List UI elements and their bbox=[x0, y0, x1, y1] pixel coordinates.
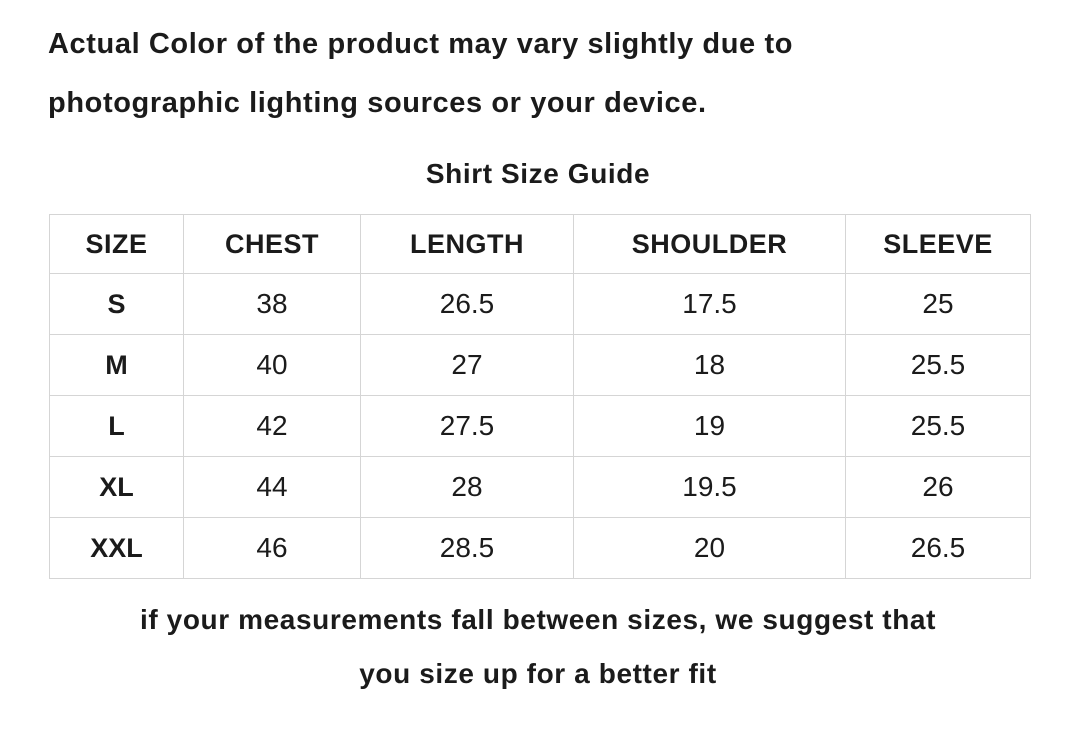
column-header-sleeve: SLEEVE bbox=[845, 214, 1031, 274]
table-row-s: S 38 26.5 17.5 25 bbox=[49, 273, 1031, 335]
sizing-advice: if your measurements fall between sizes,… bbox=[0, 593, 1076, 701]
size-cell: M bbox=[49, 334, 184, 396]
chest-cell: 44 bbox=[183, 456, 361, 518]
header-row: SIZE CHEST LENGTH SHOULDER SLEEVE bbox=[49, 214, 1031, 274]
shoulder-cell: 20 bbox=[573, 517, 846, 579]
table-row-xxl: XXL 46 28.5 20 26.5 bbox=[49, 517, 1031, 579]
table-row-m: M 40 27 18 25.5 bbox=[49, 334, 1031, 396]
length-cell: 28 bbox=[360, 456, 574, 518]
size-cell: XXL bbox=[49, 517, 184, 579]
size-cell: L bbox=[49, 395, 184, 457]
length-cell: 26.5 bbox=[360, 273, 574, 335]
shoulder-cell: 19 bbox=[573, 395, 846, 457]
sleeve-cell: 25 bbox=[845, 273, 1031, 335]
color-disclaimer-line2: photographic lighting sources or your de… bbox=[48, 87, 707, 119]
shoulder-cell: 17.5 bbox=[573, 273, 846, 335]
size-cell: XL bbox=[49, 456, 184, 518]
chest-cell: 42 bbox=[183, 395, 361, 457]
chest-cell: 38 bbox=[183, 273, 361, 335]
table-row-l: L 42 27.5 19 25.5 bbox=[49, 395, 1031, 457]
column-header-length: LENGTH bbox=[360, 214, 574, 274]
shoulder-cell: 19.5 bbox=[573, 456, 846, 518]
column-header-chest: CHEST bbox=[183, 214, 361, 274]
sleeve-cell: 25.5 bbox=[845, 395, 1031, 457]
sleeve-cell: 26.5 bbox=[845, 517, 1031, 579]
column-header-shoulder: SHOULDER bbox=[573, 214, 846, 274]
size-cell: S bbox=[49, 273, 184, 335]
size-guide-table: SIZE CHEST LENGTH SHOULDER SLEEVE S 38 2… bbox=[49, 214, 1031, 579]
sizing-advice-line1: if your measurements fall between sizes,… bbox=[139, 604, 937, 635]
table-row-xl: XL 44 28 19.5 26 bbox=[49, 456, 1031, 518]
chest-cell: 40 bbox=[183, 334, 361, 396]
chest-cell: 46 bbox=[183, 517, 361, 579]
sizing-advice-line2: you size up for a better fit bbox=[359, 658, 717, 689]
column-header-size: SIZE bbox=[49, 214, 184, 274]
shoulder-cell: 18 bbox=[573, 334, 846, 396]
page-title: Shirt Size Guide bbox=[425, 158, 651, 189]
color-disclaimer: Actual Color of the product may vary sli… bbox=[48, 15, 1036, 133]
length-cell: 28.5 bbox=[360, 517, 574, 579]
color-disclaimer-line1: Actual Color of the product may vary sli… bbox=[48, 28, 794, 60]
sleeve-cell: 25.5 bbox=[845, 334, 1031, 396]
sleeve-cell: 26 bbox=[845, 456, 1031, 518]
length-cell: 27 bbox=[360, 334, 574, 396]
length-cell: 27.5 bbox=[360, 395, 574, 457]
